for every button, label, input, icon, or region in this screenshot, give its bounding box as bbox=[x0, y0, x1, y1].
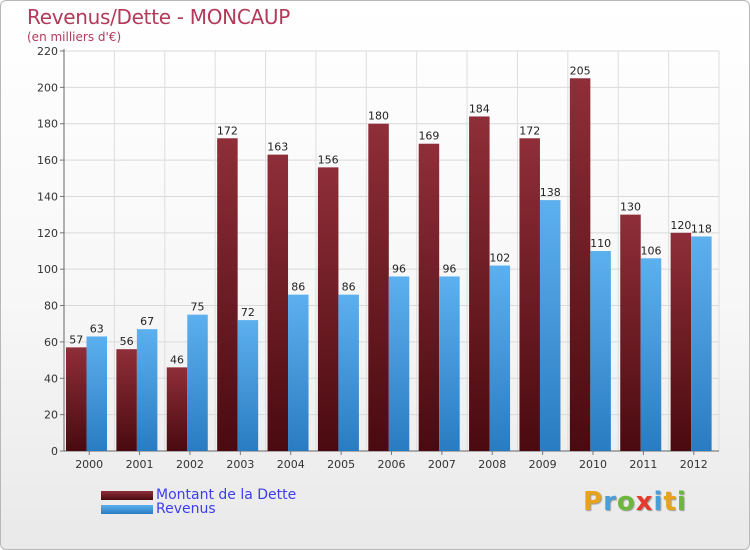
logo-letter-2: o bbox=[616, 487, 636, 517]
x-tick-label-2012: 2012 bbox=[680, 458, 708, 471]
bar-debt-2004 bbox=[267, 154, 289, 452]
data-label-revenus-2009: 138 bbox=[540, 186, 561, 199]
bar-revenus-2005 bbox=[338, 294, 359, 451]
x-tick-label-2010: 2010 bbox=[579, 458, 607, 471]
bar-revenus-2001 bbox=[136, 329, 158, 451]
y-tick-label-200: 200 bbox=[37, 81, 58, 94]
bar-revenus-2011 bbox=[640, 258, 662, 451]
logo-letter-5: t bbox=[663, 487, 677, 517]
data-label-debt-2002: 46 bbox=[170, 353, 184, 366]
bar-debt-2006 bbox=[368, 123, 389, 452]
bar-revenus-2000 bbox=[86, 336, 107, 451]
x-tick-label-2007: 2007 bbox=[428, 458, 456, 471]
x-tick-label-2011: 2011 bbox=[629, 458, 657, 471]
x-tick-label-2006: 2006 bbox=[378, 458, 406, 471]
bar-debt-2011 bbox=[620, 214, 641, 451]
chart-subtitle: (en milliers d'€) bbox=[27, 30, 122, 44]
legend-swatch-debt bbox=[101, 490, 153, 500]
bar-debt-2005 bbox=[317, 167, 339, 451]
data-label-revenus-2003: 72 bbox=[241, 306, 255, 319]
bar-debt-2007 bbox=[418, 143, 440, 451]
bar-debt-2001 bbox=[116, 349, 137, 451]
bar-debt-2012 bbox=[670, 232, 692, 451]
x-tick-label-2001: 2001 bbox=[126, 458, 154, 471]
logo-letter-1: r bbox=[603, 487, 617, 517]
y-tick-label-60: 60 bbox=[44, 336, 58, 349]
bar-debt-2009 bbox=[519, 138, 540, 452]
bar-debt-2010 bbox=[569, 78, 591, 451]
data-label-debt-2001: 56 bbox=[120, 335, 134, 348]
bar-revenus-2008 bbox=[489, 265, 511, 451]
y-tick-label-40: 40 bbox=[44, 372, 58, 385]
data-label-debt-2008: 184 bbox=[469, 102, 490, 115]
x-tick-label-2004: 2004 bbox=[277, 458, 305, 471]
legend-label-debt: Montant de la Dette bbox=[156, 487, 297, 503]
bar-revenus-2003 bbox=[237, 320, 259, 451]
y-tick-label-100: 100 bbox=[37, 263, 58, 276]
y-tick-label-140: 140 bbox=[37, 190, 58, 203]
y-tick-label-80: 80 bbox=[44, 300, 58, 313]
legend-label-revenus: Revenus bbox=[156, 501, 216, 517]
data-label-debt-2012: 120 bbox=[670, 219, 691, 232]
bar-revenus-2010 bbox=[590, 251, 611, 451]
legend-item-revenus: Revenus bbox=[101, 501, 216, 517]
x-tick-label-2008: 2008 bbox=[478, 458, 506, 471]
data-label-revenus-2001: 67 bbox=[140, 315, 154, 328]
x-tick-label-2000: 2000 bbox=[75, 458, 103, 471]
y-tick-label-20: 20 bbox=[44, 409, 58, 422]
bar-revenus-2004 bbox=[288, 294, 309, 451]
x-tick-label-2005: 2005 bbox=[327, 458, 355, 471]
data-label-revenus-2007: 96 bbox=[442, 262, 456, 275]
legend-item-debt: Montant de la Dette bbox=[101, 487, 296, 503]
logo-letter-3: x bbox=[635, 487, 654, 517]
data-label-revenus-2000: 63 bbox=[90, 322, 104, 335]
bar-debt-2008 bbox=[469, 116, 490, 452]
y-tick-label-120: 120 bbox=[37, 227, 58, 240]
data-label-debt-2010: 205 bbox=[570, 64, 591, 77]
y-tick-label-180: 180 bbox=[37, 118, 58, 131]
data-label-revenus-2008: 102 bbox=[489, 252, 510, 265]
data-label-debt-2005: 156 bbox=[318, 153, 339, 166]
logo-letter-6: i bbox=[676, 487, 687, 517]
data-label-revenus-2002: 75 bbox=[191, 301, 205, 314]
data-label-revenus-2005: 86 bbox=[342, 281, 356, 294]
bar-revenus-2012 bbox=[691, 236, 712, 451]
data-label-debt-2011: 130 bbox=[620, 201, 641, 214]
data-label-debt-2009: 172 bbox=[519, 124, 540, 137]
data-label-debt-2004: 163 bbox=[267, 141, 288, 154]
bar-revenus-2007 bbox=[439, 276, 460, 451]
bar-debt-2002 bbox=[166, 367, 188, 451]
data-label-debt-2007: 169 bbox=[418, 130, 439, 143]
proxiti-logo: Proxiti bbox=[583, 487, 687, 517]
x-tick-label-2009: 2009 bbox=[529, 458, 557, 471]
bar-debt-2003 bbox=[217, 138, 238, 452]
y-tick-label-160: 160 bbox=[37, 154, 58, 167]
x-tick-label-2003: 2003 bbox=[226, 458, 254, 471]
data-label-revenus-2010: 110 bbox=[590, 237, 611, 250]
bar-revenus-2002 bbox=[187, 314, 208, 451]
logo-letter-4: i bbox=[653, 487, 664, 517]
bar-debt-2000 bbox=[66, 347, 87, 451]
chart-title: Revenus/Dette - MONCAUP bbox=[27, 5, 290, 29]
data-label-debt-2006: 180 bbox=[368, 110, 389, 123]
data-label-revenus-2006: 96 bbox=[392, 262, 406, 275]
data-label-revenus-2012: 118 bbox=[691, 222, 712, 235]
y-tick-label-220: 220 bbox=[37, 45, 58, 58]
data-label-debt-2003: 172 bbox=[217, 124, 238, 137]
data-label-debt-2000: 57 bbox=[69, 333, 83, 346]
logo-letter-0: P bbox=[583, 487, 604, 517]
bar-revenus-2006 bbox=[388, 276, 410, 451]
legend-swatch-revenus bbox=[101, 504, 153, 514]
x-tick-label-2002: 2002 bbox=[176, 458, 204, 471]
bar-revenus-2009 bbox=[539, 200, 561, 451]
y-tick-label-0: 0 bbox=[51, 445, 58, 458]
data-label-revenus-2004: 86 bbox=[291, 281, 305, 294]
data-label-revenus-2011: 106 bbox=[640, 244, 661, 257]
